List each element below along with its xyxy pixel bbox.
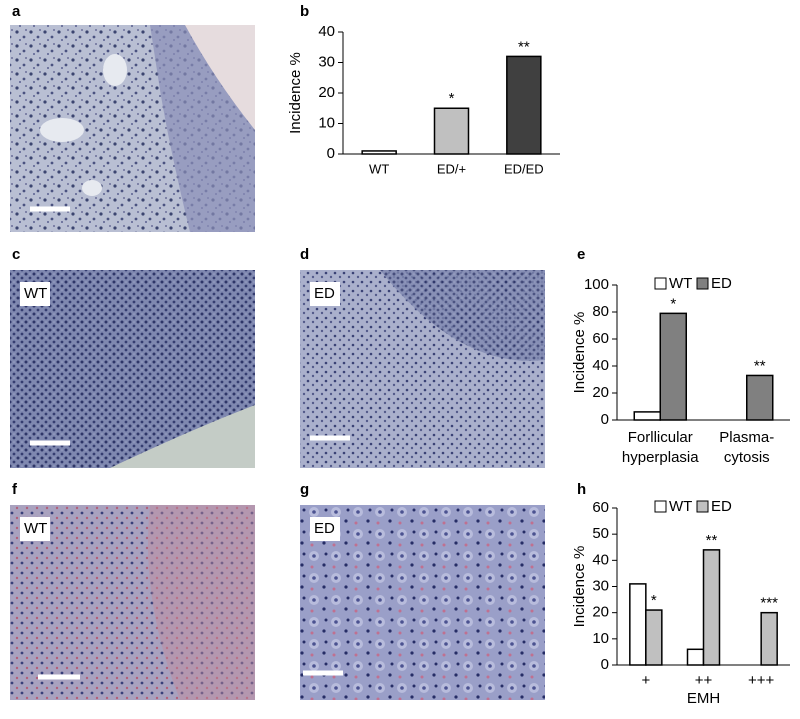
x-tick-label: cytosis [724, 449, 770, 466]
panel-label: e [577, 246, 585, 263]
y-tick-label: 20 [318, 84, 335, 101]
panel-label: b [300, 3, 309, 20]
legend-label: WT [669, 498, 692, 515]
tag-box [20, 282, 50, 306]
bar [633, 411, 661, 421]
legend-label: ED [711, 275, 732, 292]
y-tick-label: 20 [592, 604, 609, 621]
y-tick-label: 60 [592, 499, 609, 516]
panel-label: h [577, 481, 586, 498]
micrograph-g [300, 505, 545, 700]
x-tick-label: hyperplasia [622, 449, 699, 466]
x-tick-label: ++ [695, 672, 713, 689]
micrograph-f [10, 505, 255, 700]
legend-swatch [654, 277, 667, 290]
micrograph-c [10, 270, 255, 468]
x-tick-label: + [641, 672, 650, 689]
significance: * [651, 592, 657, 609]
legend-swatch [696, 500, 709, 513]
panel-label: g [300, 481, 309, 498]
x-tick-label: Forllicular [628, 429, 693, 446]
y-tick-label: 20 [592, 384, 609, 401]
image-tag: ED [314, 285, 335, 302]
micrograph-a [10, 25, 255, 232]
legend-label: WT [669, 275, 692, 292]
bar [760, 611, 778, 666]
y-tick-label: 60 [592, 330, 609, 347]
image-tag: WT [24, 520, 47, 537]
y-axis-label: Incidence % [287, 52, 304, 134]
panel-label: f [12, 481, 18, 498]
y-axis-label: Incidence % [571, 312, 588, 394]
x-tick-label: +++ [748, 672, 775, 689]
legend-label: ED [711, 498, 732, 515]
y-tick-label: 0 [601, 656, 609, 673]
y-tick-label: 40 [592, 551, 609, 568]
y-tick-label: 30 [318, 53, 335, 70]
panel-label: d [300, 246, 309, 263]
tag-box [310, 517, 340, 541]
bar [659, 312, 687, 421]
significance: ** [518, 38, 530, 55]
significance: ** [706, 532, 718, 549]
legend-swatch [696, 277, 709, 290]
y-tick-label: 30 [592, 577, 609, 594]
x-tick-label: ED/+ [437, 161, 466, 176]
bar [645, 609, 663, 666]
y-tick-label: 80 [592, 303, 609, 320]
x-tick-label: ED/ED [504, 161, 544, 176]
y-tick-label: 10 [592, 630, 609, 647]
bar [361, 150, 397, 155]
bar [686, 648, 705, 666]
x-tick-label: WT [369, 161, 389, 176]
y-tick-label: 40 [592, 357, 609, 374]
micrograph-d [300, 270, 545, 468]
y-tick-label: 10 [318, 114, 335, 131]
y-tick-label: 100 [584, 276, 609, 293]
tag-box [310, 282, 340, 306]
significance: * [670, 295, 676, 312]
y-tick-label: 50 [592, 525, 609, 542]
y-tick-label: 0 [601, 411, 609, 428]
bar [702, 549, 721, 666]
image-tag: ED [314, 520, 335, 537]
bar [746, 374, 774, 421]
y-axis-label: Incidence % [571, 546, 588, 628]
tag-box [20, 517, 50, 541]
significance: * [449, 90, 455, 107]
significance: *** [760, 595, 778, 612]
x-axis-label: EMH [687, 690, 720, 707]
image-tag: WT [24, 285, 47, 302]
bar [629, 583, 647, 666]
y-tick-label: 0 [327, 145, 335, 162]
significance: ** [754, 357, 766, 374]
bar [506, 55, 542, 155]
legend-swatch [654, 500, 667, 513]
panel-label: a [12, 3, 21, 20]
y-tick-label: 40 [318, 23, 335, 40]
x-tick-label: Plasma- [719, 429, 774, 446]
panel-label: c [12, 246, 20, 263]
bar [433, 107, 470, 155]
